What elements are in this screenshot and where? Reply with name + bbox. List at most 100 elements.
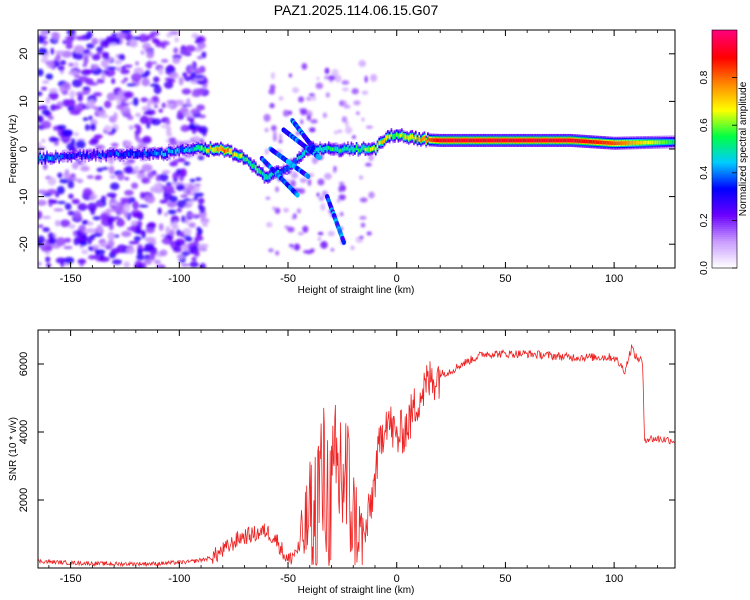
heatmap-noise-cell	[79, 240, 88, 246]
heatmap-noise-cell	[68, 224, 76, 229]
heatmap-ridge-cell	[496, 138, 499, 143]
heatmap-ridge-cell	[526, 138, 528, 143]
heatmap-noise-cell	[116, 97, 122, 106]
heatmap-noise-cell	[181, 88, 192, 95]
heatmap-noise-cell	[145, 226, 155, 234]
colorbar-cell	[712, 164, 737, 168]
heatmap-ridge-cell	[101, 151, 104, 156]
heatmap-ridge-cell	[317, 148, 320, 153]
heatmap-ridge-cell	[235, 153, 238, 157]
heatmap-noise-cell	[177, 157, 186, 163]
heatmap-ridge-cell	[284, 167, 287, 172]
heatmap-ridge-cell	[61, 154, 64, 159]
heatmap-noise-cell	[108, 43, 118, 47]
heatmap-noise-cell	[193, 250, 200, 257]
colorbar-cell	[712, 244, 737, 247]
heatmap-ridge-cell	[385, 136, 388, 140]
heatmap-noise-cell	[93, 134, 103, 139]
colorbar-cell	[712, 188, 737, 192]
heatmap-ridge-cell	[114, 152, 116, 156]
heatmap-noise-cell	[142, 135, 152, 144]
heatmap-noise-cell	[146, 34, 155, 39]
heatmap-ridge-cell	[587, 139, 589, 144]
heatmap-noise-cell	[194, 236, 200, 243]
heatmap-noise-cell	[38, 224, 44, 229]
colorbar-cell	[712, 242, 737, 245]
heatmap-ridge-cell	[38, 157, 40, 162]
heatmap-ridge-cell	[75, 153, 78, 158]
heatmap-ridge-cell	[602, 140, 605, 145]
heatmap-noise-cell	[189, 261, 199, 268]
heatmap-noise-cell	[325, 92, 330, 98]
spectrogram-ytick-label: 0	[18, 146, 30, 152]
heatmap-noise-cell	[199, 263, 207, 268]
heatmap-ridge-cell	[145, 152, 148, 157]
heatmap-noise-cell	[293, 213, 297, 220]
heatmap-ridge-cell	[103, 153, 106, 158]
heatmap-ridge-cell	[374, 147, 377, 152]
colorbar-cell	[712, 210, 737, 214]
heatmap-noise-cell	[76, 178, 84, 184]
heatmap-noise-cell	[38, 68, 44, 77]
colorbar-cell	[712, 149, 737, 152]
colorbar-cell	[712, 206, 737, 210]
colorbar-cell	[712, 75, 737, 79]
heatmap-ridge-cell	[409, 135, 412, 139]
heatmap-ridge-cell	[260, 170, 262, 174]
colorbar-tick-label: 0.6	[699, 118, 710, 132]
heatmap-ridge-cell	[498, 138, 501, 143]
heatmap-noise-cell	[42, 215, 51, 220]
heatmap-ridge-cell	[124, 152, 127, 157]
colorbar-frame	[711, 29, 738, 269]
heatmap-noise-cell	[82, 219, 89, 225]
heatmap-noise-cell	[166, 132, 173, 137]
heatmap-ridge-cell	[209, 145, 212, 150]
heatmap-noise-cell	[187, 184, 195, 191]
heatmap-ridge-cell	[654, 140, 657, 145]
heatmap-ridge-cell	[484, 138, 487, 143]
heatmap-noise-cell	[351, 135, 356, 139]
colorbar-cell	[712, 137, 737, 140]
heatmap-ridge-cell	[566, 138, 568, 143]
heatmap-noise-cell	[172, 172, 179, 180]
heatmap-ridge-cell	[141, 152, 144, 157]
heatmap-noise-cell	[110, 182, 120, 191]
heatmap-ridge-cell	[399, 133, 401, 138]
heatmap-noise-cell	[51, 104, 61, 111]
heatmap-noise-cell	[315, 82, 324, 90]
heatmap-ridge-cell	[214, 147, 217, 152]
heatmap-noise-cell	[160, 234, 167, 238]
heatmap-noise-cell	[173, 220, 178, 229]
heatmap-noise-cell	[146, 49, 155, 59]
colorbar-cell	[712, 141, 737, 144]
heatmap-ridge-cell	[197, 145, 200, 150]
heatmap-noise-cell	[63, 245, 73, 250]
heatmap-ridge-cell	[108, 151, 111, 156]
colorbar-cell	[712, 254, 737, 257]
heatmap-ridge-cell	[653, 140, 655, 145]
colorbar-cell	[712, 49, 737, 53]
heatmap-noise-cell	[166, 182, 173, 186]
heatmap-ridge-cell	[491, 138, 494, 143]
heatmap-noise-cell	[82, 117, 89, 122]
heatmap-ridge-cell	[155, 151, 158, 156]
heatmap-ridge-cell	[80, 155, 83, 159]
heatmap-noise-cell	[183, 198, 192, 202]
heatmap-ridge-cell	[442, 138, 445, 143]
heatmap-noise-cell	[46, 188, 58, 195]
heatmap-ridge-cell	[331, 147, 334, 152]
heatmap-noise-cell	[198, 125, 208, 134]
heatmap-ridge-cell	[517, 138, 520, 143]
heatmap-noise-cell	[41, 109, 50, 116]
heatmap-ridge-cell	[263, 175, 266, 179]
heatmap-ridge-cell	[127, 152, 130, 156]
heatmap-noise-cell	[163, 80, 174, 89]
heatmap-ridge-cell	[359, 148, 361, 153]
heatmap-ridge-cell	[501, 138, 504, 143]
heatmap-noise-cell	[49, 236, 57, 245]
colorbar-cell	[712, 45, 737, 49]
heatmap-noise-cell	[188, 123, 197, 130]
heatmap-noise-cell	[334, 74, 342, 83]
heatmap-noise-cell	[80, 165, 90, 172]
heatmap-ridge-cell	[416, 138, 419, 143]
